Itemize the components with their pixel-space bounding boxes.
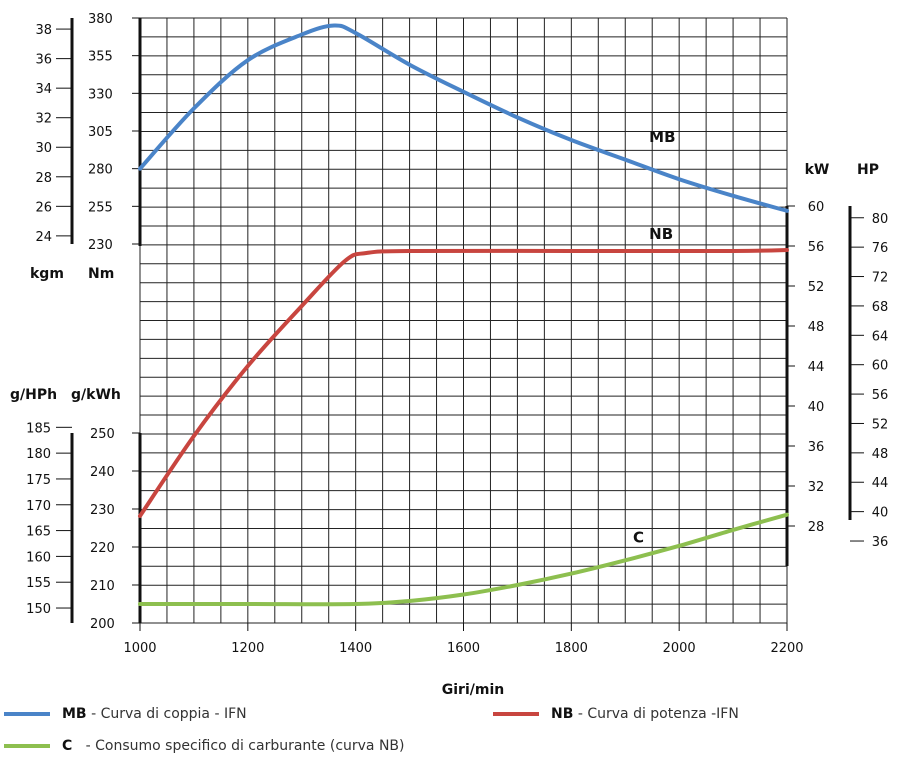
kw-axis-unit: kW	[805, 162, 830, 178]
gkwh-tick-label: 210	[90, 579, 115, 594]
nm-axis-unit: Nm	[88, 266, 114, 282]
x-axis-label: Giri/min	[442, 682, 504, 698]
kw-tick-label: 60	[808, 200, 825, 215]
x-tick-label: 1400	[339, 641, 372, 656]
legend-key-c: C	[62, 738, 73, 754]
ghph-tick-label: 175	[26, 473, 51, 488]
series-line-nb	[138, 248, 789, 518]
kgm-tick-label: 24	[35, 230, 52, 245]
legend-item-c: C - Consumo specifico di carburante (cur…	[4, 738, 405, 754]
x-tick-label: 1000	[123, 641, 156, 656]
kgm-tick-label: 30	[35, 141, 52, 156]
gkwh-tick-label: 220	[90, 541, 115, 556]
x-tick-label: 1600	[447, 641, 480, 656]
hp-tick-label: 36	[872, 535, 889, 550]
hp-tick-label: 56	[872, 388, 889, 403]
ghph-tick-label: 185	[26, 421, 51, 436]
legend-swatch-mb	[4, 712, 50, 716]
kgm-tick-label: 26	[35, 200, 52, 215]
legend-item-nb: NB - Curva di potenza -IFN	[493, 706, 739, 722]
kw-tick-label: 28	[808, 520, 825, 535]
ghph-tick-label: 155	[26, 576, 51, 591]
hp-tick-label: 60	[872, 359, 889, 374]
ghph-tick-label: 160	[26, 550, 51, 565]
curve-label-c: C	[633, 529, 644, 547]
hp-tick-label: 44	[872, 476, 889, 491]
nm-tick-label: 380	[88, 12, 113, 27]
ghph-tick-label: 180	[26, 447, 51, 462]
gkwh-tick-label: 200	[90, 617, 115, 632]
kgm-tick-label: 38	[35, 23, 52, 38]
legend-text-nb: - Curva di potenza -IFN	[577, 706, 739, 722]
axes: 1000 1200 1400 1600 1800 2000 2200230255280305…	[26, 12, 888, 656]
legend-key-nb: NB	[551, 706, 574, 722]
hp-tick-label: 40	[872, 506, 889, 521]
hp-tick-label: 72	[872, 271, 889, 286]
legend-text-mb: - Curva di coppia - IFN	[91, 706, 247, 722]
series-line-mb	[138, 23, 789, 213]
gkwh-tick-label: 240	[90, 465, 115, 480]
ghph-axis-unit: g/HPh	[10, 387, 57, 403]
kw-tick-label: 44	[808, 360, 825, 375]
kgm-tick-label: 28	[35, 171, 52, 186]
x-tick-label: 2000	[663, 641, 696, 656]
hp-tick-label: 64	[872, 329, 889, 344]
gkwh-axis-unit: g/kWh	[71, 387, 121, 403]
nm-tick-label: 255	[88, 200, 113, 215]
legend-text-c: - Consumo specifico di carburante (curva…	[72, 738, 405, 754]
ghph-tick-label: 170	[26, 499, 51, 514]
hp-tick-label: 80	[872, 212, 889, 227]
nm-tick-label: 355	[88, 50, 113, 65]
ghph-tick-label: 150	[26, 602, 51, 617]
x-tick-label: 1200	[231, 641, 264, 656]
hp-axis-unit: HP	[857, 162, 879, 178]
kw-tick-label: 32	[808, 480, 825, 495]
nm-tick-label: 305	[88, 125, 113, 140]
legend-key-mb: MB	[62, 706, 87, 722]
nm-tick-label: 280	[88, 163, 113, 178]
hp-tick-label: 52	[872, 417, 889, 432]
x-tick-label: 2200	[770, 641, 803, 656]
curve-label-nb: NB	[649, 225, 673, 243]
kw-tick-label: 36	[808, 440, 825, 455]
kw-tick-label: 52	[808, 280, 825, 295]
hp-tick-label: 48	[872, 447, 889, 462]
nm-tick-label: 330	[88, 87, 113, 102]
x-tick-label: 1800	[555, 641, 588, 656]
hp-tick-label: 76	[872, 241, 889, 256]
engine-performance-chart: 1000 1200 1400 1600 1800 2000 2200230255280305…	[10, 12, 888, 698]
kgm-tick-label: 32	[35, 112, 52, 127]
hp-tick-label: 68	[872, 300, 889, 315]
nm-tick-label: 230	[88, 238, 113, 253]
kgm-axis-unit: kgm	[30, 266, 64, 282]
gkwh-tick-label: 250	[90, 427, 115, 442]
series	[138, 23, 789, 607]
legend-item-mb: MB - Curva di coppia - IFN	[4, 706, 247, 722]
kw-tick-label: 48	[808, 320, 825, 335]
kw-tick-label: 40	[808, 400, 825, 415]
kw-tick-label: 56	[808, 240, 825, 255]
legend-swatch-nb	[493, 712, 539, 716]
grid	[139, 17, 788, 624]
curve-label-mb: MB	[649, 128, 675, 146]
ghph-tick-label: 165	[26, 525, 51, 540]
kgm-tick-label: 36	[35, 53, 52, 68]
legend-swatch-c	[4, 744, 50, 748]
curve-labels: MB NB C	[633, 128, 676, 546]
kgm-tick-label: 34	[35, 82, 52, 97]
gkwh-tick-label: 230	[90, 503, 115, 518]
series-line-c	[138, 512, 789, 607]
